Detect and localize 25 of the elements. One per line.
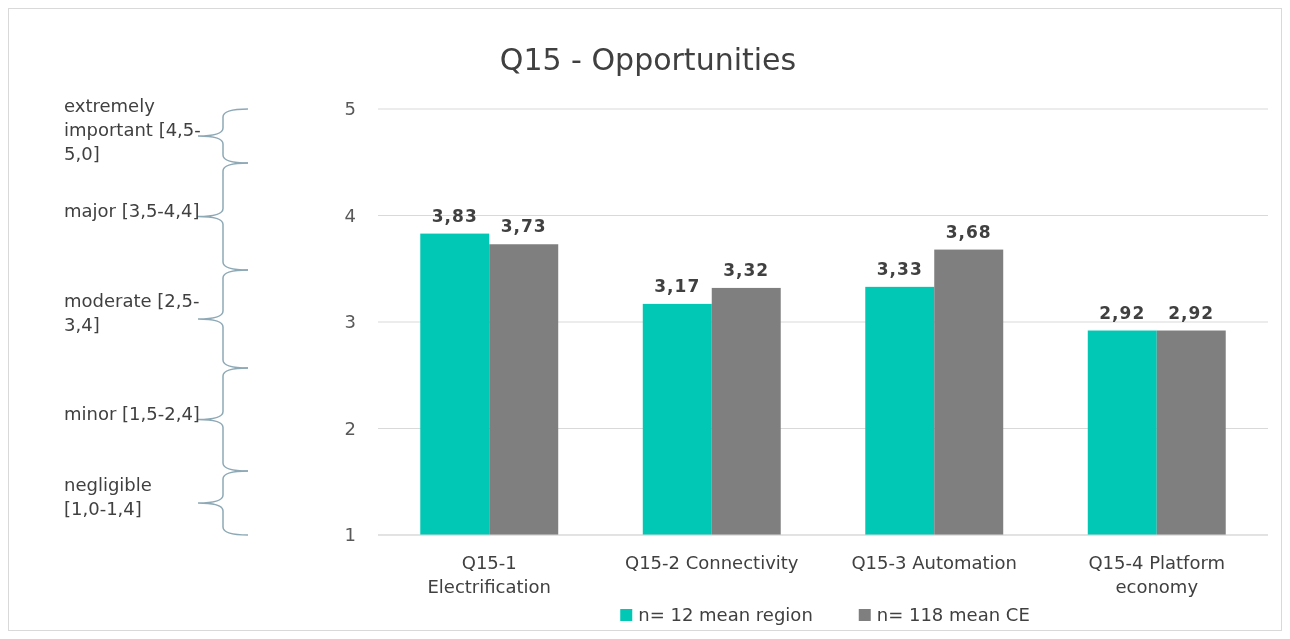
text: extremely important [4,5-5,0]	[64, 95, 201, 164]
text: moderate [2,5-3,4]	[64, 290, 200, 335]
data-label: 3,83	[431, 205, 478, 226]
data-label: 3,73	[500, 216, 547, 237]
y-tick-label: 4	[344, 204, 356, 226]
x-tick-label: Q15-4 Platform economy	[1088, 552, 1226, 597]
data-label: 2,92	[1168, 302, 1215, 323]
text: minor [1,5-2,4]	[64, 402, 200, 424]
text: negligible [1,0-1,4]	[64, 474, 152, 519]
y-tick-label: 3	[344, 311, 356, 333]
legend-label: n= 118 mean CE	[876, 604, 1030, 625]
data-label: 3,17	[654, 275, 701, 296]
x-tick-label: Q15-3 Automation	[851, 552, 1018, 573]
y-tick-label: 5	[344, 98, 356, 120]
data-label: 3,68	[945, 221, 992, 242]
data-label: 3,33	[876, 258, 923, 279]
y-tick-label: 2	[344, 417, 356, 439]
y-tick-label: 1	[344, 524, 356, 546]
legend-label: n= 12 mean region	[638, 604, 813, 625]
data-label: 2,92	[1099, 302, 1146, 323]
data-label: 3,32	[723, 259, 770, 280]
chart-title: Q15 - Opportunities	[499, 42, 797, 77]
text: major [3,5-4,4]	[64, 199, 200, 221]
x-tick-label: Q15-2 Connectivity	[624, 552, 799, 573]
x-tick-label: Q15-1 Electrification	[427, 552, 552, 597]
